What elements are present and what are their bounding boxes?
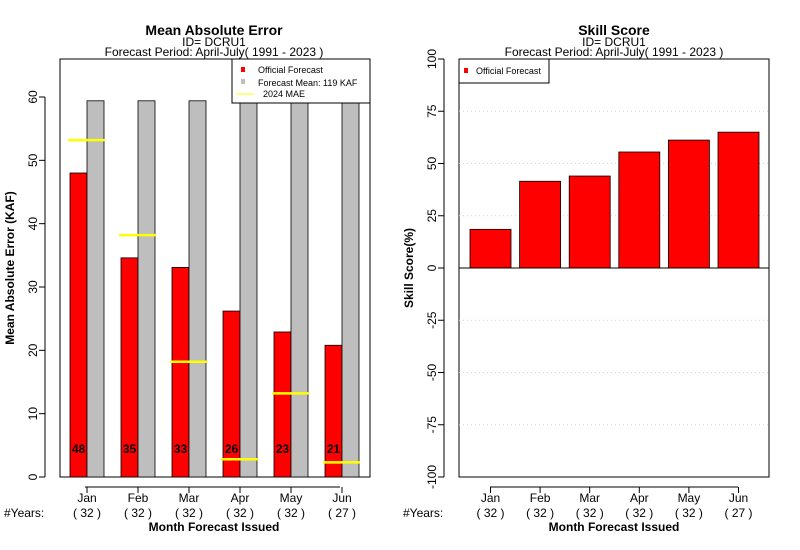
skill-y-tick-label: 25 (425, 209, 439, 223)
skill-years-value: ( 32 ) (476, 506, 504, 520)
skill-y-axis-label: Skill Score(%) (402, 228, 416, 308)
skill-x-tick-label: May (678, 491, 701, 505)
mae-y-tick-label: 60 (26, 90, 40, 104)
mae-forecast-mean-bar (188, 100, 207, 478)
mae-official-data-label: 23 (276, 442, 290, 456)
mae-official-bar (324, 344, 343, 478)
mae-years-value: ( 32 ) (175, 506, 203, 520)
skill-official-bar (717, 131, 760, 269)
mae-official-data-label: 48 (72, 442, 86, 456)
skill-official-bar (668, 139, 710, 269)
skill-x-tick-label: Mar (579, 491, 600, 505)
mae-legend-box (231, 58, 371, 104)
skill-x-tick-label: Jan (481, 491, 500, 505)
skill-x-tick-label: Feb (530, 491, 551, 505)
skill-y-tick-label: 50 (425, 157, 439, 171)
skill-legend: Official Forecast (458, 58, 550, 84)
skill-chart-subtitle-period: Forecast Period: April-July( 1991 - 2023… (505, 45, 724, 59)
mae-x-tick-label: Jun (332, 491, 351, 505)
mae-x-axis: Jan( 32 )Feb( 32 )Mar( 32 )Apr( 32 )May(… (73, 486, 356, 520)
skill-chart-title: Skill Score (578, 22, 650, 38)
mae-y-axis-label: Mean Absolute Error (KAF) (3, 191, 17, 345)
mae-y-tick-label: 40 (26, 217, 40, 231)
mae-years-value: ( 32 ) (73, 506, 101, 520)
mae-legend-2024-label: 2024 MAE (263, 89, 305, 99)
skill-years-value: ( 32 ) (625, 506, 653, 520)
mae-official-data-label: 35 (123, 442, 137, 456)
skill-years-value: ( 32 ) (526, 506, 554, 520)
mae-forecast-mean-bar (239, 100, 258, 478)
mae-y-tick-label: 50 (26, 153, 40, 167)
skill-years-value: ( 32 ) (675, 506, 703, 520)
mae-y-tick-label: 30 (26, 280, 40, 294)
mae-chart-panel: Mean Absolute Error ID= DCRU1 Forecast P… (3, 22, 371, 534)
skill-y-tick-label: 100 (425, 49, 439, 69)
mae-forecast-mean-bar (137, 100, 156, 478)
skill-chart-panel: Skill Score ID= DCRU1 Forecast Period: A… (402, 22, 770, 534)
mae-forecast-mean-bar (341, 99, 360, 478)
mae-forecast-mean-bar (86, 100, 105, 478)
skill-years-label: #Years: (403, 506, 443, 520)
mae-x-axis-label: Month Forecast Issued (149, 520, 280, 534)
skill-legend-box (458, 58, 550, 84)
skill-x-axis-label: Month Forecast Issued (549, 520, 680, 534)
skill-years-value: ( 32 ) (576, 506, 604, 520)
mae-official-bar (69, 172, 88, 478)
skill-official-bar (469, 228, 512, 269)
skill-y-tick-label: -50 (425, 364, 439, 382)
skill-x-tick-label: Apr (630, 491, 649, 505)
mae-x-tick-label: Feb (128, 491, 149, 505)
mae-y-tick-label: 10 (26, 407, 40, 421)
mae-x-tick-label: Mar (179, 491, 200, 505)
skill-x-axis: Jan( 32 )Feb( 32 )Mar( 32 )Apr( 32 )May(… (476, 486, 753, 520)
skill-official-bar (618, 151, 661, 269)
mae-x-tick-label: May (280, 491, 303, 505)
mae-y-tick-label: 0 (26, 473, 40, 480)
skill-official-bar (519, 180, 561, 269)
skill-chart-subtitle-id: ID= DCRU1 (582, 35, 646, 49)
skill-y-tick-label: -75 (425, 416, 439, 434)
skill-y-axis: -100 -75 -50 -25 0 25 50 75 100 (425, 49, 445, 489)
mae-forecast-mean-bar (290, 100, 309, 478)
mae-x-tick-label: Jan (77, 491, 96, 505)
mae-y-axis: 0 10 20 30 40 50 60 (26, 90, 46, 480)
skill-official-bar (568, 175, 611, 269)
mae-years-value: ( 27 ) (328, 506, 356, 520)
skill-years-value: ( 27 ) (724, 506, 752, 520)
mae-y-tick-label: 20 (26, 343, 40, 357)
mae-years-value: ( 32 ) (124, 506, 152, 520)
mae-years-value: ( 32 ) (226, 506, 254, 520)
mae-legend-official-label: Official Forecast (258, 65, 323, 75)
mae-legend-mean-label: Forecast Mean: 119 KAF (258, 78, 358, 88)
mae-legend-mean-key (241, 79, 245, 84)
mae-years-value: ( 32 ) (277, 506, 305, 520)
skill-bars (469, 131, 760, 269)
skill-legend-official-key (464, 68, 468, 73)
mae-chart-subtitle-period: Forecast Period: April-July( 1991 - 2023… (105, 45, 324, 59)
mae-legend-official-key (241, 67, 245, 72)
mae-legend: Official Forecast Forecast Mean: 119 KAF… (231, 58, 371, 104)
skill-y-tick-label: -100 (425, 465, 439, 489)
mae-years-label: #Years: (4, 506, 44, 520)
mae-bars: 48 35 33 26 23 21 (68, 99, 360, 478)
mae-official-data-label: 21 (327, 442, 341, 456)
skill-x-tick-label: Jun (729, 491, 748, 505)
mae-chart-subtitle-id: ID= DCRU1 (182, 35, 246, 49)
mae-plot-frame (59, 58, 371, 478)
skill-y-tick-label: 75 (425, 104, 439, 118)
mae-official-data-label: 33 (174, 442, 188, 456)
skill-y-tick-label: -25 (425, 311, 439, 329)
mae-official-data-label: 26 (225, 442, 239, 456)
skill-y-tick-label: 0 (425, 264, 439, 271)
skill-legend-official-label: Official Forecast (476, 66, 541, 76)
mae-chart-title: Mean Absolute Error (145, 22, 283, 38)
mae-x-tick-label: Apr (231, 491, 250, 505)
